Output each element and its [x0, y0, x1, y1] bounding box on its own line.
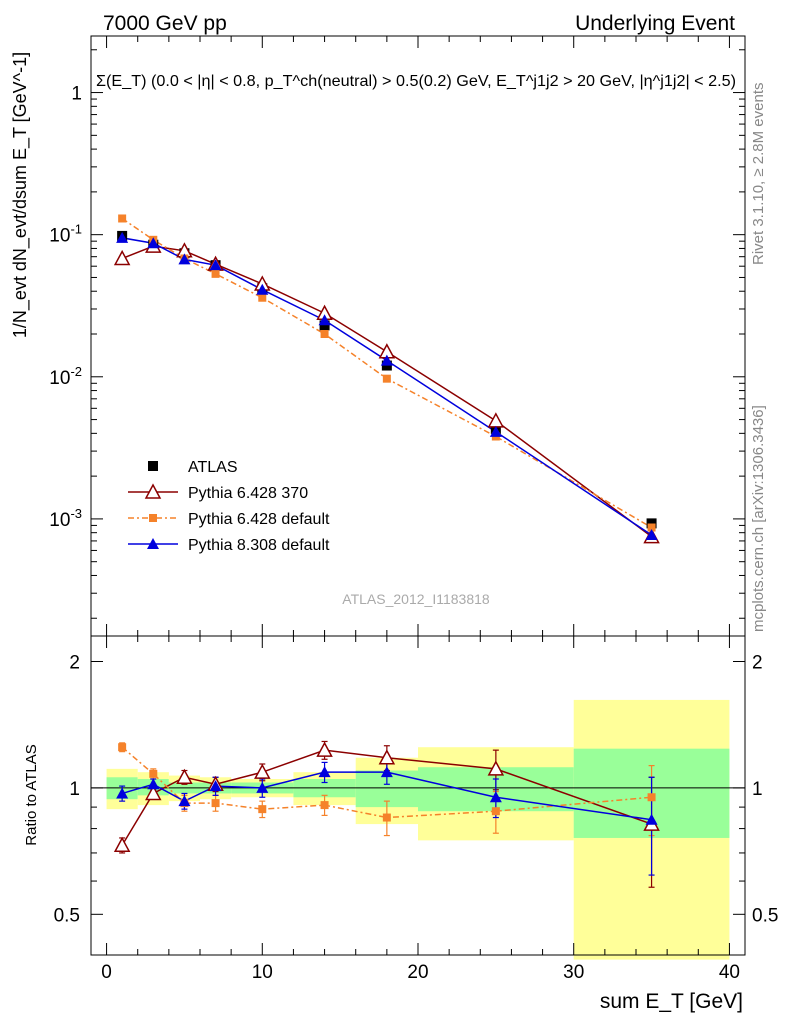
x-tick-label: 0 [101, 962, 112, 983]
x-axis-label: sum E_T [GeV] [600, 990, 743, 1013]
ratio-point [320, 801, 329, 810]
data-point [382, 374, 391, 383]
y-tick-label: 10-2 [49, 364, 82, 389]
ratio-point [487, 760, 505, 776]
main-title: Σ(E_T) (0.0 < |η| < 0.8, p_T^ch(neutral)… [96, 73, 736, 90]
data-point [646, 518, 657, 529]
legend-marker [148, 461, 158, 471]
x-tick-label: 30 [563, 962, 584, 983]
ratio-point [256, 781, 269, 793]
legend-marker [149, 514, 157, 522]
ratio-point [382, 813, 391, 822]
ratio-point [145, 784, 162, 801]
ratio-point [211, 799, 220, 808]
y-tick-label: 10-3 [49, 506, 82, 531]
y-tick-label: 1 [752, 779, 763, 800]
ratio-panel: 0.5 0.51 12 20 10 20 30 40 Ratio to ATLAS sum E… [23, 635, 778, 1013]
ratio-point [149, 769, 158, 778]
data-point [320, 330, 329, 339]
header-left: 7000 GeV pp [103, 12, 227, 35]
legend: ATLAS Pythia 6.428 370 Pythia 6.428 defaul… [128, 459, 330, 554]
y-tick-label: 1 [69, 779, 80, 800]
ratio-point [209, 780, 222, 792]
ratio-point [116, 787, 129, 799]
ratio-point [491, 807, 500, 816]
data-point [113, 249, 131, 266]
ratio-point [113, 836, 131, 853]
y-tick-label: 2 [69, 652, 80, 673]
x-tick-label: 40 [719, 962, 740, 983]
ratio-point [645, 813, 658, 825]
ratio-point [118, 743, 127, 752]
x-tick-label: 10 [252, 962, 273, 983]
legend-label: Pythia 6.428 370 [188, 485, 308, 502]
ratio-point [378, 749, 396, 765]
data-point [645, 529, 658, 541]
y-tick-label: 0.5 [54, 905, 80, 926]
series-line [121, 217, 652, 529]
ratio-point [489, 791, 502, 803]
mcplots-note: mcplots.cern.ch [arXiv:1306.3436] [750, 405, 767, 632]
data-point [209, 259, 222, 271]
ratio-line [121, 746, 652, 819]
ratio-point [147, 778, 160, 790]
ratio-point [318, 766, 331, 778]
y-tick-label: 10-1 [49, 222, 82, 247]
data-point [118, 214, 127, 223]
data-point [256, 283, 269, 295]
main-marks [113, 214, 660, 544]
legend-marker [144, 483, 162, 499]
legend-marker [147, 538, 159, 549]
main-annotation: ATLAS_2012_I1183818 [342, 591, 490, 607]
ratio-point [316, 741, 333, 757]
ratio-point [254, 763, 271, 779]
y-tick-label: 0.5 [752, 905, 778, 926]
rivet-note: Rivet 3.1.10, ≥ 2.8M events [750, 83, 767, 266]
data-point [147, 237, 160, 249]
ratio-point [258, 805, 267, 814]
ratio-point [176, 768, 193, 785]
x-tick-label: 20 [407, 962, 428, 983]
data-point [647, 523, 656, 532]
y-tick-label: 2 [752, 652, 763, 673]
data-point [319, 320, 330, 331]
ratio-point [178, 795, 191, 807]
data-point [258, 293, 267, 302]
legend-label: ATLAS [188, 459, 238, 476]
header-right: Underlying Event [575, 12, 735, 35]
data-point [318, 314, 331, 326]
ratio-bands [106, 699, 730, 960]
ratio-axes: 0.5 0.51 12 20 10 20 30 40 [54, 635, 778, 983]
ratio-marks [113, 740, 660, 888]
main-panel: Σ(E_T) (0.0 < |η| < 0.8, p_T^ch(neutral)… [10, 35, 746, 637]
ratio-ylabel: Ratio to ATLAS [23, 744, 40, 845]
legend-label: Pythia 6.428 default [188, 511, 330, 528]
data-point [178, 253, 191, 265]
main-ylabel: 1/N_evt dN_evt/dsum E_T [GeV^-1] [10, 52, 31, 338]
data-point [211, 269, 220, 278]
data-point [380, 354, 393, 366]
legend-label: Pythia 8.308 default [188, 537, 330, 554]
ratio-point [380, 766, 393, 778]
ratio-point [647, 793, 656, 802]
data-point [487, 412, 505, 428]
y-tick-label: 1 [71, 84, 82, 105]
data-point [489, 425, 502, 437]
data-point [116, 231, 129, 243]
